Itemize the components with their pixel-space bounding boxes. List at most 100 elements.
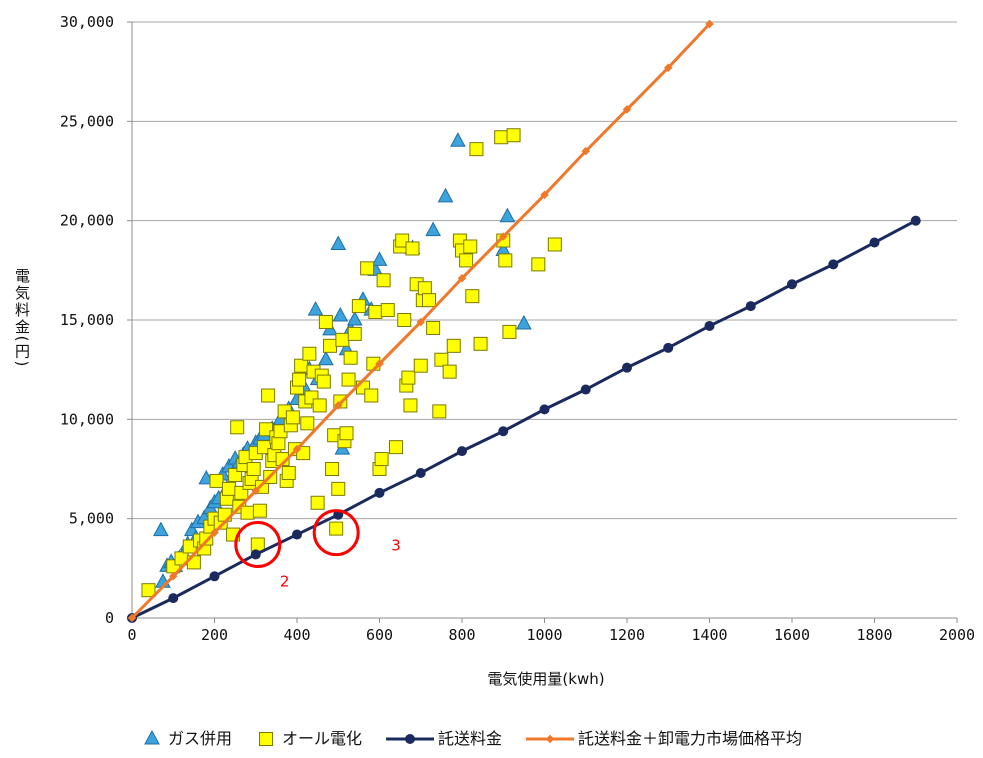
x-tick-label: 600 bbox=[366, 626, 393, 644]
y-tick-label: 25,000 bbox=[60, 112, 114, 130]
square-point bbox=[246, 462, 261, 476]
line-point bbox=[375, 359, 384, 368]
square-point bbox=[351, 299, 366, 314]
line-point bbox=[539, 404, 550, 415]
square-point bbox=[329, 521, 344, 536]
legend-item: オール電化 bbox=[259, 729, 362, 748]
y-axis-label: 電気料金(円) bbox=[13, 268, 31, 369]
highlight-circle bbox=[312, 509, 360, 557]
line-point bbox=[704, 320, 715, 331]
square-point bbox=[310, 495, 325, 510]
square-point bbox=[374, 452, 389, 467]
square-point bbox=[405, 241, 420, 256]
square-point bbox=[403, 398, 418, 413]
line-point bbox=[416, 317, 425, 327]
square-point bbox=[250, 537, 265, 552]
square-point bbox=[426, 320, 441, 335]
line-point bbox=[580, 384, 591, 395]
triangle-point bbox=[330, 235, 347, 251]
y-tick-label: 20,000 bbox=[60, 212, 114, 230]
square-point bbox=[506, 128, 521, 143]
legend-marker bbox=[405, 734, 416, 744]
square-point bbox=[325, 462, 340, 476]
x-tick-label: 1400 bbox=[691, 626, 727, 644]
square-point bbox=[257, 440, 271, 455]
annotation-label: 3 bbox=[391, 537, 401, 555]
annotation-label: 2 bbox=[280, 572, 290, 590]
x-tick-label: 800 bbox=[448, 626, 475, 644]
square-point bbox=[494, 130, 509, 145]
square-point bbox=[502, 324, 517, 339]
square-point bbox=[422, 293, 436, 308]
square-point bbox=[341, 372, 356, 387]
line-point bbox=[828, 259, 839, 270]
triangle-point bbox=[516, 314, 532, 330]
square-point bbox=[432, 404, 447, 419]
x-tick-label: 2000 bbox=[939, 626, 975, 644]
triangle-point bbox=[318, 350, 334, 366]
square-point bbox=[261, 388, 276, 403]
annotations: 23 bbox=[234, 509, 401, 590]
legend-marker-triangle bbox=[144, 729, 160, 745]
square-point bbox=[259, 422, 274, 437]
square-point bbox=[230, 420, 245, 435]
square-point bbox=[498, 253, 513, 268]
square-point bbox=[281, 465, 296, 480]
line-point bbox=[292, 529, 302, 540]
y-tick-label: 15,000 bbox=[60, 311, 114, 329]
line-series-1 bbox=[127, 19, 714, 623]
square-point bbox=[473, 336, 488, 351]
legend-marker bbox=[545, 734, 555, 744]
square-point bbox=[294, 358, 309, 373]
square-point bbox=[347, 326, 362, 341]
square-point bbox=[335, 332, 350, 347]
axes bbox=[127, 21, 958, 623]
legend-label: オール電化 bbox=[282, 729, 362, 748]
line-point bbox=[499, 232, 508, 241]
highlight-circle bbox=[234, 520, 282, 568]
triangle-point bbox=[153, 521, 169, 537]
x-tick-label: 0 bbox=[127, 626, 136, 644]
legend-label: ガス併用 bbox=[168, 729, 232, 748]
line-point bbox=[292, 444, 302, 454]
series-square bbox=[141, 128, 562, 598]
line-series-0 bbox=[127, 215, 921, 623]
x-tick-label: 1200 bbox=[609, 626, 645, 644]
line-point bbox=[415, 467, 426, 478]
legend: ガス併用 オール電化 託送料金 託送料金＋卸電力市場価格平均 bbox=[144, 729, 802, 748]
square-point bbox=[141, 583, 156, 598]
legend-label: 託送料金＋卸電力市場価格平均 bbox=[578, 729, 802, 748]
line-point bbox=[251, 486, 260, 496]
x-tick-label: 400 bbox=[283, 626, 310, 644]
square-point bbox=[318, 314, 333, 329]
square-point bbox=[285, 410, 300, 425]
legend-item: ガス併用 bbox=[144, 729, 232, 748]
x-tick-label: 1800 bbox=[856, 626, 892, 644]
square-point bbox=[323, 338, 337, 353]
line-point bbox=[787, 279, 797, 290]
x-tick-label: 1600 bbox=[774, 626, 810, 644]
triangle-point bbox=[499, 207, 516, 223]
y-tick-label: 30,000 bbox=[60, 13, 114, 31]
square-point bbox=[221, 481, 236, 496]
line-point bbox=[663, 342, 674, 353]
triangle-point bbox=[425, 221, 441, 237]
legend-marker-square bbox=[259, 732, 274, 746]
square-point bbox=[434, 352, 449, 367]
square-point bbox=[395, 233, 410, 248]
line-point bbox=[910, 215, 921, 226]
legend-label: 託送料金 bbox=[438, 729, 502, 748]
square-point bbox=[376, 273, 391, 288]
square-point bbox=[413, 358, 428, 373]
square-point bbox=[397, 313, 412, 327]
line-point bbox=[334, 401, 343, 410]
legend-item: 託送料金 bbox=[386, 729, 502, 748]
y-tick-labels: 0 5,000 10,000 15,000 20,000 25,000 30,000 bbox=[60, 13, 114, 627]
square-point bbox=[463, 239, 478, 254]
x-axis-label: 電気使用量(kwh) bbox=[487, 670, 604, 688]
triangle-point bbox=[332, 306, 349, 322]
square-point bbox=[360, 261, 375, 276]
line-point bbox=[498, 426, 509, 437]
square-point bbox=[331, 481, 346, 496]
